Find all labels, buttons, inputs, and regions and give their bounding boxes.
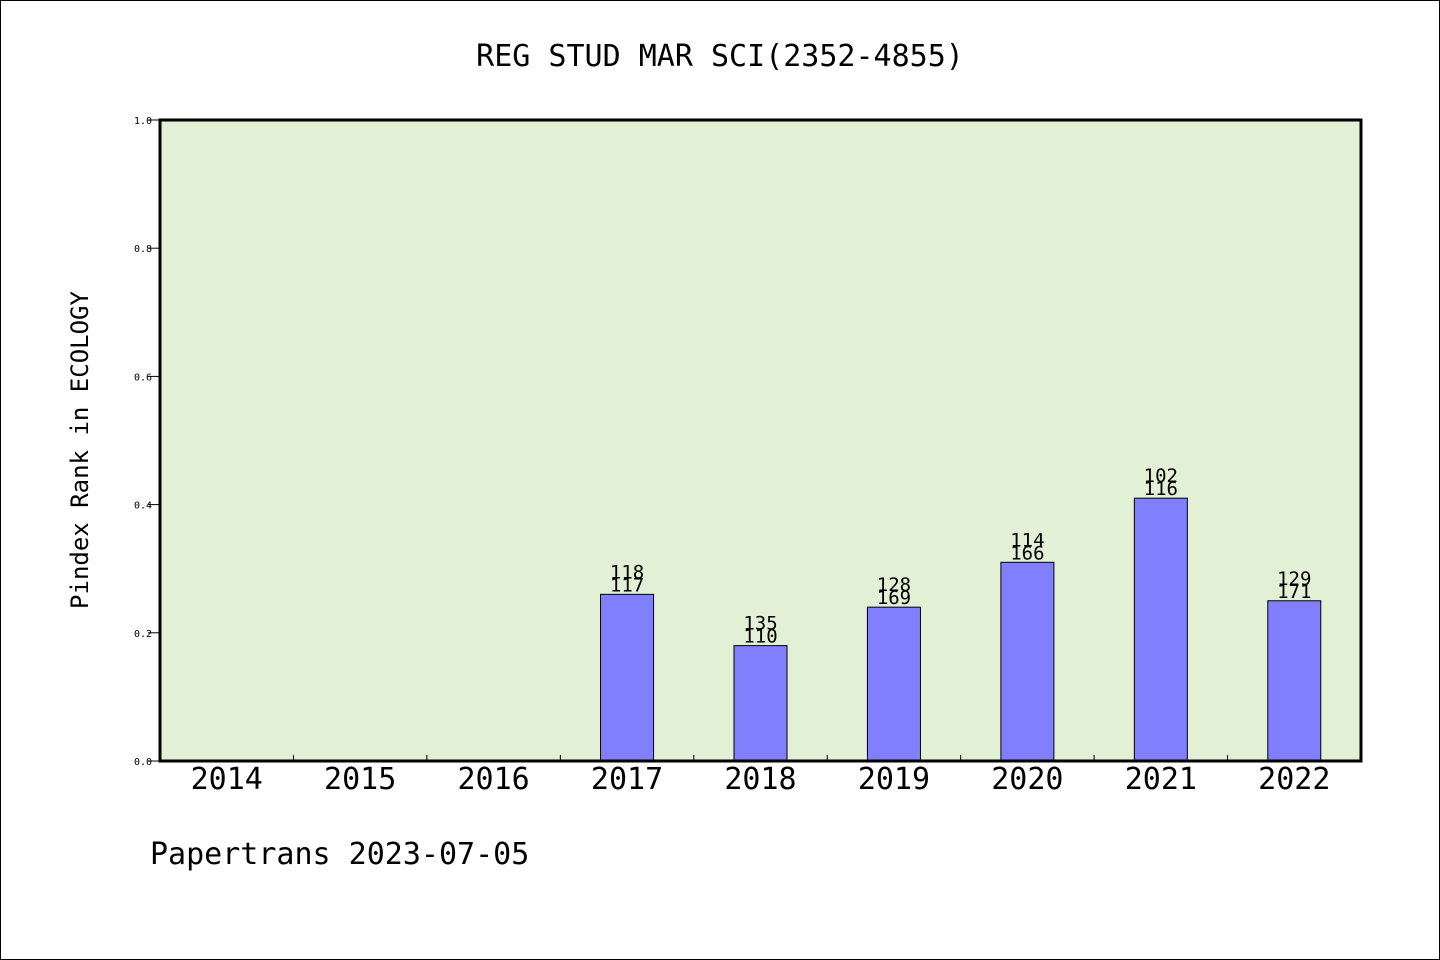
bar-2019 [866,606,921,762]
bar-label-bottom: 166 [1010,542,1044,564]
bar-label-bottom: 110 [743,626,777,648]
x-axis-ticks: 2014 2015 2016 2017 2018 2019 2020 2021 2022 [191,755,1330,797]
plot-border [158,118,1363,763]
x-tick-label: 2021 [1125,762,1197,797]
bar-label-top: 118 [610,561,644,583]
bar-label-bottom: 117 [610,574,644,596]
bar-label-top: 102 [1144,465,1178,487]
bar-label-bottom: 171 [1277,581,1311,603]
bar-label-top: 129 [1277,568,1311,590]
x-tick-label: 2018 [724,762,796,797]
y-tick-label: 1.0 [134,116,152,127]
bar-2018 [733,645,788,762]
y-axis-label: Pindex Rank in ECOLOGY [66,291,94,609]
bar-label-bottom: 116 [1144,478,1178,500]
y-tick-label: 0.8 [134,244,152,255]
x-tick-label: 2015 [324,762,396,797]
footer-note: Papertrans 2023-07-05 [150,837,529,872]
y-tick-label: 0.4 [134,501,152,512]
y-tick-label: 0.2 [134,629,152,640]
bar-2022 [1267,600,1322,762]
x-tick-label: 2016 [457,762,529,797]
y-axis-ticks: 0.0 0.2 0.4 0.6 0.8 1.0 [134,116,160,768]
bar-2020 [1000,561,1055,762]
x-tick-label: 2017 [591,762,663,797]
bars [600,497,1322,762]
bar-label-top: 114 [1010,529,1044,551]
bar-label-top: 135 [743,613,777,635]
bar-label-top: 128 [877,574,911,596]
chart-title: REG STUD MAR SCI(2352-4855) [476,39,964,74]
y-tick-label: 0.0 [134,757,152,768]
x-tick-label: 2014 [191,762,263,797]
y-tick-label: 0.6 [134,372,152,383]
bar-2021 [1133,497,1188,762]
x-tick-label: 2020 [991,762,1063,797]
bar-label-bottom: 169 [877,587,911,609]
x-tick-label: 2019 [858,762,930,797]
x-tick-label: 2022 [1258,762,1330,797]
bar-2017 [600,593,655,762]
